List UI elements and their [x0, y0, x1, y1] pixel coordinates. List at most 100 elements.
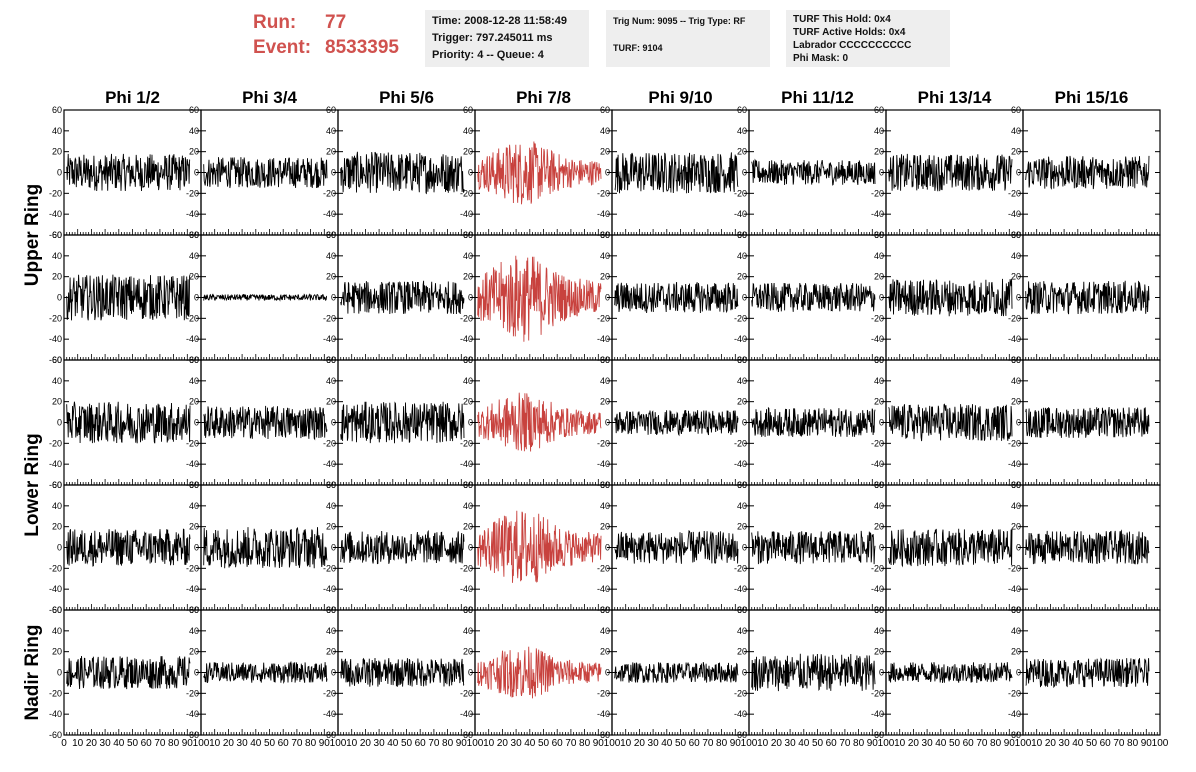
y-tick-label: 60	[737, 480, 747, 490]
y-tick-label: 60	[326, 230, 336, 240]
y-tick-label: 20	[1011, 647, 1021, 657]
x-tick-label: 80	[305, 738, 317, 749]
x-tick-label: 40	[250, 738, 262, 749]
waveform-trace	[340, 657, 465, 687]
waveform-trace	[751, 406, 876, 438]
x-tick-label: 70	[1113, 738, 1125, 749]
x-tick-label: 50	[675, 738, 687, 749]
x-tick-label: 30	[1059, 738, 1071, 749]
waveform-trace	[614, 530, 739, 564]
y-tick-label: 0	[331, 293, 336, 303]
x-tick-label: 50	[1086, 738, 1098, 749]
y-tick-label: 60	[463, 230, 473, 240]
waveform-trace	[340, 401, 465, 444]
x-tick-label: 80	[1127, 738, 1139, 749]
x-tick-label: 20	[634, 738, 646, 749]
y-tick-label: -40	[871, 709, 884, 719]
x-tick-label: 30	[511, 738, 523, 749]
y-tick-label: 60	[874, 355, 884, 365]
y-tick-label: -40	[871, 209, 884, 219]
run-value: 77	[325, 12, 347, 33]
y-tick-label: 20	[52, 647, 62, 657]
y-tick-label: 20	[874, 147, 884, 157]
y-tick-label: -20	[323, 438, 336, 448]
y-tick-label: -20	[734, 688, 747, 698]
y-tick-label: 40	[874, 126, 884, 136]
x-tick-label: 10	[1031, 738, 1043, 749]
y-tick-label: 20	[52, 147, 62, 157]
y-tick-label: 20	[189, 397, 199, 407]
y-tick-label: -40	[734, 334, 747, 344]
y-tick-label: -40	[597, 709, 610, 719]
y-tick-label: -20	[323, 563, 336, 573]
y-tick-label: 40	[737, 251, 747, 261]
y-tick-label: 20	[326, 647, 336, 657]
waveform-trace	[203, 527, 328, 569]
y-tick-label: 40	[600, 376, 610, 386]
x-tick-label: 60	[278, 738, 290, 749]
y-tick-label: 20	[600, 147, 610, 157]
x-tick-label: 70	[839, 738, 851, 749]
y-tick-label: 60	[737, 230, 747, 240]
x-tick-label: 100	[741, 738, 758, 749]
y-tick-label: 40	[326, 626, 336, 636]
turf-info-box: TURF This Hold: 0x4 TURF Active Holds: 0…	[786, 10, 950, 67]
y-tick-label: 60	[600, 480, 610, 490]
y-tick-label: 40	[600, 126, 610, 136]
x-tick-label: 10	[483, 738, 495, 749]
waveform-trace	[751, 282, 876, 313]
y-tick-label: 0	[605, 168, 610, 178]
y-tick-label: 40	[600, 501, 610, 511]
x-tick-label: 70	[428, 738, 440, 749]
x-tick-label: 90	[867, 738, 879, 749]
waveform-trace	[614, 662, 739, 684]
x-tick-label: 60	[826, 738, 838, 749]
y-tick-label: 40	[189, 126, 199, 136]
y-tick-label: 60	[1011, 355, 1021, 365]
y-tick-label: 20	[600, 522, 610, 532]
y-tick-label: 60	[326, 105, 336, 115]
waveform-trace	[614, 281, 739, 314]
y-tick-label: 60	[1011, 105, 1021, 115]
waveform-trace	[888, 528, 1013, 568]
y-tick-label: 40	[737, 376, 747, 386]
row-group-label: Nadir Ring	[22, 624, 43, 720]
y-tick-label: 0	[468, 418, 473, 428]
x-tick-label: 60	[689, 738, 701, 749]
y-tick-label: -20	[323, 313, 336, 323]
y-tick-label: -40	[323, 334, 336, 344]
column-title: Phi 9/10	[648, 88, 712, 107]
x-tick-label: 90	[319, 738, 331, 749]
x-tick-label: 20	[908, 738, 920, 749]
y-tick-label: -60	[49, 480, 62, 490]
y-tick-label: -40	[734, 584, 747, 594]
y-tick-label: 40	[874, 626, 884, 636]
y-tick-label: -60	[49, 605, 62, 615]
waveform-trace	[888, 278, 1013, 317]
y-tick-label: 20	[737, 272, 747, 282]
y-tick-label: 60	[600, 355, 610, 365]
y-tick-label: 60	[52, 355, 62, 365]
y-tick-label: 0	[605, 668, 610, 678]
column-title: Phi 3/4	[242, 88, 297, 107]
y-tick-label: 20	[326, 522, 336, 532]
y-tick-label: 40	[737, 626, 747, 636]
y-tick-label: 60	[600, 230, 610, 240]
x-tick-label: 80	[716, 738, 728, 749]
y-tick-label: 0	[742, 543, 747, 553]
y-tick-label: 0	[57, 543, 62, 553]
y-tick-label: -20	[460, 438, 473, 448]
x-tick-label: 90	[730, 738, 742, 749]
y-tick-label: 40	[52, 251, 62, 261]
y-tick-label: -20	[1008, 313, 1021, 323]
y-tick-label: 0	[468, 543, 473, 553]
y-tick-label: -20	[597, 438, 610, 448]
y-tick-label: 40	[52, 126, 62, 136]
y-tick-label: 40	[189, 376, 199, 386]
y-tick-label: 20	[326, 397, 336, 407]
y-tick-label: -60	[871, 730, 884, 740]
x-tick-label: 50	[127, 738, 139, 749]
y-tick-label: 40	[463, 126, 473, 136]
y-tick-label: -60	[49, 730, 62, 740]
y-tick-label: -20	[323, 188, 336, 198]
